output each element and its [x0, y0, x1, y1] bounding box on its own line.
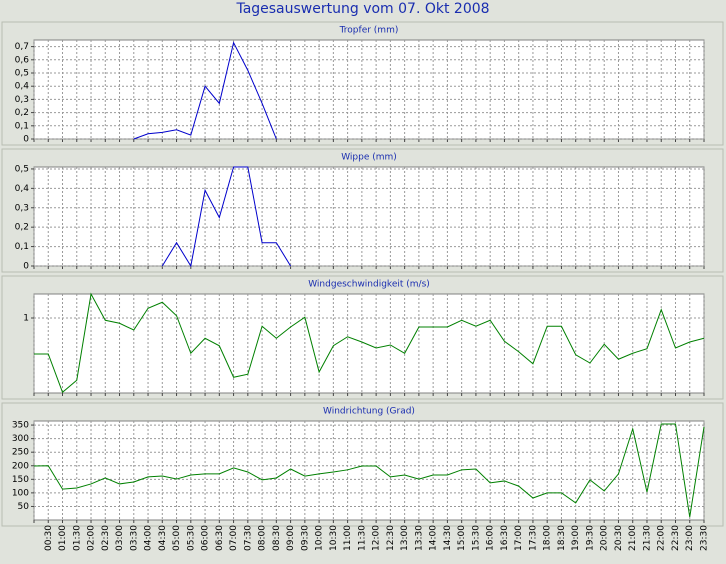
x-tick-label: 10:00	[315, 525, 325, 551]
y-tick-label: 0,2	[15, 108, 29, 118]
x-tick-label: 04:30	[158, 525, 168, 551]
x-tick-label: 10:30	[329, 525, 339, 551]
y-tick-label: 0,2	[15, 223, 29, 233]
x-tick-label: 13:30	[414, 525, 424, 551]
panel-frame	[1, 402, 724, 527]
x-tick-label: 15:00	[457, 525, 467, 551]
x-tick-label: 08:00	[258, 525, 268, 551]
panel-frame	[1, 275, 724, 400]
x-tick-label: 20:30	[614, 525, 624, 551]
x-tick-label: 03:00	[115, 525, 125, 551]
x-tick-label: 19:30	[585, 525, 595, 551]
x-tick-label: 11:30	[357, 525, 367, 551]
series-line	[33, 423, 705, 518]
x-tick-label: 20:00	[600, 525, 610, 551]
series-line	[133, 41, 277, 140]
plot-area	[33, 39, 705, 140]
y-tick-label: 200	[12, 461, 29, 471]
y-tick-label: 0,5	[15, 164, 29, 174]
panel-title: Windrichtung (Grad)	[323, 407, 415, 417]
x-tick-label: 08:30	[272, 525, 282, 551]
x-tick-label: 03:30	[129, 525, 139, 551]
x-tick-label: 06:00	[201, 525, 211, 551]
x-tick-label: 00:30	[44, 525, 54, 551]
x-tick-label: 09:30	[300, 525, 310, 551]
y-tick-label: 0,5	[15, 69, 29, 79]
y-tick-label: 100	[12, 488, 29, 498]
panel-title: Wippe (mm)	[341, 153, 397, 163]
y-tick-label: 0,6	[15, 55, 30, 65]
x-tick-label: 05:30	[186, 525, 196, 551]
x-tick-label: 04:00	[144, 525, 154, 551]
y-tick-label: 250	[12, 448, 29, 458]
y-tick-label: 0	[23, 262, 29, 272]
x-tick-label: 01:30	[72, 525, 82, 551]
plot-area	[33, 420, 705, 521]
x-tick-label: 18:30	[557, 525, 567, 551]
plot-area	[33, 293, 705, 394]
x-tick-label: 21:30	[642, 525, 652, 551]
x-tick-label: 22:30	[671, 525, 681, 551]
x-tick-label: 16:30	[500, 525, 510, 551]
page-title: Tagesauswertung vom 07. Okt 2008	[235, 1, 489, 17]
x-tick-label: 01:00	[58, 525, 68, 551]
panel-title: Windgeschwindigkeit (m/s)	[308, 280, 430, 290]
x-tick-label: 05:00	[172, 525, 182, 551]
series-line	[34, 292, 705, 394]
y-tick-label: 50	[18, 502, 30, 512]
x-tick-label: 12:30	[386, 525, 396, 551]
x-tick-label: 14:00	[429, 525, 439, 551]
y-tick-label: 300	[12, 434, 29, 444]
y-tick-label: 0,3	[15, 95, 29, 105]
x-tick-label: 17:30	[528, 525, 538, 551]
x-tick-label: 13:00	[400, 525, 410, 551]
series-line	[161, 166, 292, 268]
y-tick-label: 0,1	[15, 242, 29, 252]
y-tick-label: 0,3	[15, 203, 29, 213]
x-tick-label: 23:00	[685, 525, 695, 551]
x-tick-label: 11:00	[343, 525, 353, 551]
x-tick-label: 21:00	[628, 525, 638, 551]
panel-frame	[1, 21, 724, 146]
y-tick-label: 0,1	[15, 121, 29, 131]
y-tick-label: 0,4	[15, 184, 30, 194]
x-tick-label: 09:00	[286, 525, 296, 551]
panel-frame	[1, 148, 724, 273]
y-tick-label: 1	[23, 314, 29, 324]
x-tick-label: 19:00	[571, 525, 581, 551]
x-tick-label: 17:00	[514, 525, 524, 551]
x-tick-label: 14:30	[443, 525, 453, 551]
x-tick-label: 22:00	[657, 525, 667, 551]
plot-area	[33, 166, 705, 267]
y-tick-label: 0,4	[15, 82, 30, 92]
x-tick-label: 07:30	[243, 525, 253, 551]
y-tick-label: 0,7	[15, 42, 29, 52]
x-tick-label: 18:00	[543, 525, 553, 551]
x-tick-label: 02:30	[101, 525, 111, 551]
y-tick-label: 0	[23, 135, 29, 145]
x-tick-label: 23:30	[700, 525, 710, 551]
x-tick-label: 15:30	[471, 525, 481, 551]
y-tick-label: 350	[12, 421, 29, 431]
x-tick-label: 02:00	[87, 525, 97, 551]
panel-title: Tropfer (mm)	[339, 26, 399, 36]
x-tick-label: 12:00	[372, 525, 382, 551]
y-tick-label: 150	[12, 475, 29, 485]
x-tick-label: 16:00	[486, 525, 496, 551]
x-tick-label: 07:00	[229, 525, 239, 551]
x-tick-label: 06:30	[215, 525, 225, 551]
